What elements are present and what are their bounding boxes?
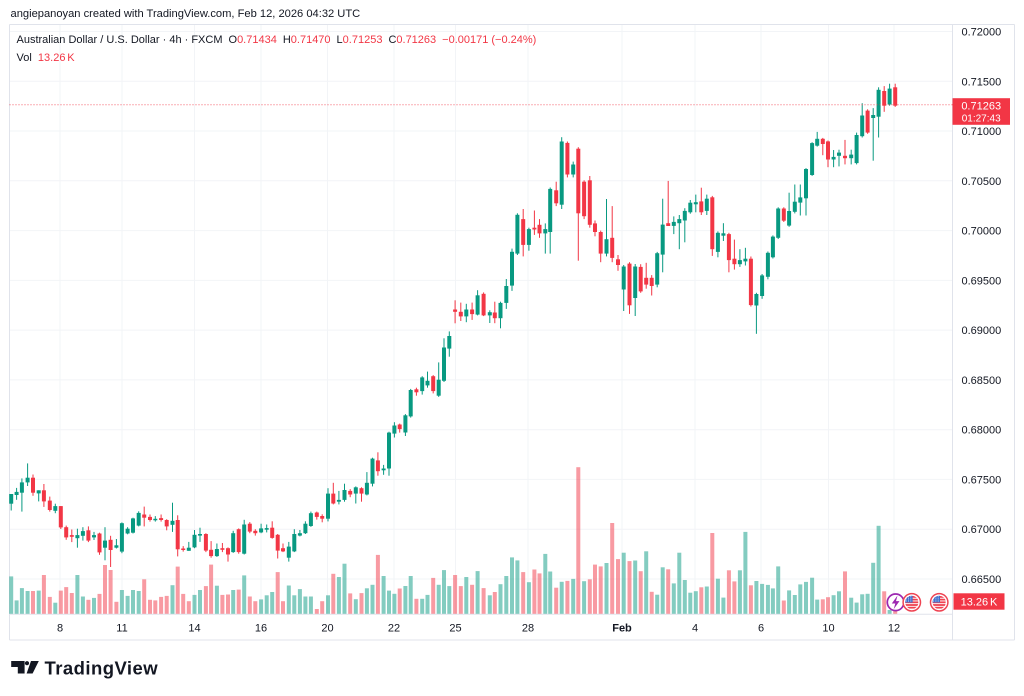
svg-text:0.69000: 0.69000 <box>962 325 1002 337</box>
svg-text:14: 14 <box>188 623 200 635</box>
svg-text:20: 20 <box>321 623 333 635</box>
svg-text:0.68000: 0.68000 <box>962 425 1002 437</box>
svg-text:25: 25 <box>449 623 461 635</box>
svg-text:0.71000: 0.71000 <box>962 126 1002 138</box>
svg-text:6: 6 <box>758 623 764 635</box>
svg-text:0.71263: 0.71263 <box>961 100 1001 112</box>
svg-text:0.69500: 0.69500 <box>962 275 1002 287</box>
svg-text:0.67500: 0.67500 <box>962 474 1002 486</box>
svg-text:0.72000: 0.72000 <box>962 27 1002 39</box>
svg-text:TradingView: TradingView <box>45 657 159 678</box>
svg-text:0.71500: 0.71500 <box>962 76 1002 88</box>
svg-text:28: 28 <box>522 623 534 635</box>
svg-text:01:27:43: 01:27:43 <box>962 113 1001 124</box>
svg-text:10: 10 <box>822 623 834 635</box>
svg-text:0.68500: 0.68500 <box>962 375 1002 387</box>
svg-text:13.26 K: 13.26 K <box>961 596 998 608</box>
svg-text:0.70500: 0.70500 <box>962 176 1002 188</box>
svg-text:4: 4 <box>692 623 698 635</box>
svg-text:8: 8 <box>57 623 63 635</box>
svg-text:0.67000: 0.67000 <box>962 524 1002 536</box>
svg-text:16: 16 <box>255 623 267 635</box>
svg-text:0.66500: 0.66500 <box>962 574 1002 586</box>
svg-text:22: 22 <box>388 623 400 635</box>
svg-text:12: 12 <box>888 623 900 635</box>
svg-text:11: 11 <box>116 623 127 635</box>
svg-text:Feb: Feb <box>612 623 632 635</box>
svg-text:0.70000: 0.70000 <box>962 226 1002 238</box>
